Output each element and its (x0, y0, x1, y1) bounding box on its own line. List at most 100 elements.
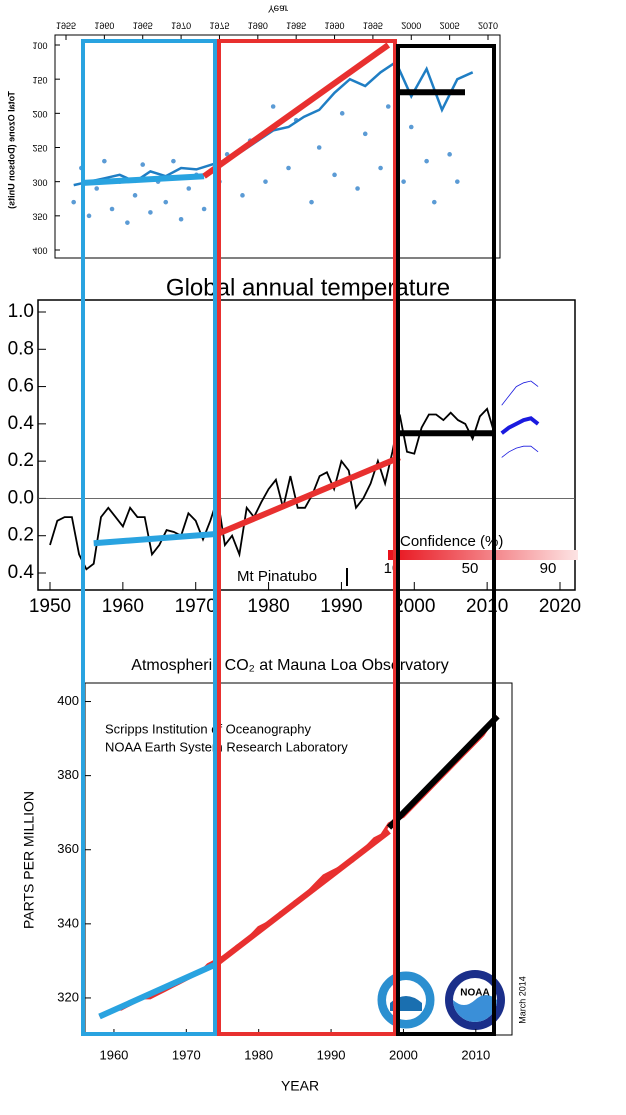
trend-line (213, 828, 391, 967)
x-tick-label: 1955 (56, 21, 76, 31)
note: Scripps Institution of Oceanography (105, 721, 311, 736)
x-tick-label: 1990 (320, 596, 362, 617)
x-tick-label: 2010 (466, 596, 508, 617)
data-point (270, 104, 276, 109)
y-tick-label: 0.4 (8, 562, 35, 583)
x-tick-label: 2000 (393, 596, 435, 617)
y-tick-label: 0.8 (8, 338, 34, 359)
series-line (98, 715, 499, 1018)
x-tick-label: 1950 (29, 596, 71, 617)
x-tick-label: 2020 (539, 596, 581, 617)
data-point (355, 186, 360, 191)
x-tick-label: 1960 (102, 596, 144, 617)
annotation: Mt Pinatubo (237, 568, 317, 585)
y-tick-label: 0.0 (8, 487, 34, 508)
x-tick-label: 1990 (325, 21, 345, 31)
x-tick-label: 1995 (363, 21, 383, 31)
x-tick-label: 1985 (286, 21, 306, 31)
y-tick-label: 0.2 (8, 450, 34, 471)
data-point (125, 220, 130, 225)
era-box (396, 44, 496, 1036)
note: NOAA Earth System Research Laboratory (105, 739, 348, 754)
trend-line (81, 173, 205, 186)
date-note: March 2014 (517, 976, 527, 1024)
y-tick-label: 200 (32, 109, 47, 119)
y-tick-label: 1.0 (8, 301, 34, 322)
data-point (171, 158, 176, 164)
data-point (401, 179, 406, 184)
data-point (385, 104, 391, 109)
chart-title: Atmospheric CO₂ at Mauna Loa Observatory (131, 657, 448, 674)
forecast-line (500, 416, 540, 435)
data-point (140, 162, 146, 167)
y-tick-label: 150 (32, 75, 47, 85)
trend-line (93, 530, 218, 547)
data-point (263, 179, 268, 184)
y-tick-label: 350 (32, 211, 47, 221)
data-point (309, 199, 314, 205)
y-tick-label: 380 (57, 767, 79, 782)
data-point (86, 213, 92, 219)
y-tick-label: 0.4 (8, 413, 35, 434)
era-box (217, 39, 397, 1036)
data-point (362, 131, 368, 137)
x-tick-label: 1965 (133, 21, 153, 31)
data-point (431, 199, 437, 205)
x-axis-label: YEAR (281, 1078, 319, 1094)
data-point (332, 172, 337, 178)
data-point (163, 199, 169, 205)
x-tick-label: 2000 (389, 1047, 418, 1062)
x-tick-label: 1980 (244, 1047, 273, 1062)
y-tick-label: 100 (32, 41, 47, 51)
x-tick-label: 2010 (461, 1047, 490, 1062)
data-point (132, 193, 138, 198)
data-point (447, 152, 452, 157)
x-tick-label: 2010 (478, 21, 498, 31)
x-tick-label: 1960 (99, 1047, 128, 1062)
y-tick-label: 0.6 (8, 376, 34, 397)
y-tick-label: 250 (32, 143, 47, 153)
data-point (316, 145, 322, 150)
trend-line (216, 454, 401, 537)
colorbar-tick-label: 90 (540, 560, 557, 577)
co2-chart: NOAA Atmospheric CO₂ at Mauna Loa Observ… (21, 657, 528, 1093)
x-tick-label: 1970 (175, 596, 217, 617)
x-tick-label: 2000 (401, 21, 421, 31)
data-point (148, 210, 153, 215)
scripps-logo (374, 968, 438, 1032)
data-point (186, 186, 192, 191)
y-axis-label: PARTS PER MILLION (21, 791, 37, 929)
legend-title: Confidence (%) (400, 533, 503, 550)
data-point (424, 158, 429, 164)
data-point (408, 124, 414, 130)
y-tick-label: 0.2 (8, 525, 34, 546)
logo-text: NOAA (460, 988, 489, 999)
y-tick-label: 340 (57, 915, 79, 930)
y-axis-label: Total Ozone (Dobson Units) (6, 91, 16, 209)
x-tick-label: 1970 (172, 1047, 201, 1062)
y-tick-label: 320 (57, 989, 79, 1004)
data-point (94, 186, 99, 191)
data-point (378, 165, 383, 171)
plot-frame (37, 299, 576, 591)
trend-line (202, 42, 391, 179)
data-point (240, 193, 245, 198)
trend-line (386, 714, 500, 830)
data-point (71, 199, 76, 205)
chart-title: Global annual temperature (166, 274, 450, 301)
y-tick-label: 400 (32, 246, 47, 256)
y-tick-label: 400 (57, 693, 79, 708)
x-tick-label: 1960 (94, 21, 114, 31)
noaa-logo: NOAA (445, 970, 505, 1030)
x-tick-label: 1970 (171, 21, 191, 31)
x-tick-label: 2005 (440, 21, 460, 31)
data-point (178, 216, 184, 222)
forecast-lower (501, 445, 539, 458)
x-tick-label: 1990 (317, 1047, 346, 1062)
colorbar-tick-label: 50 (462, 560, 479, 577)
x-tick-label: 1980 (248, 21, 268, 31)
colorbar (388, 550, 578, 560)
era-box (81, 39, 217, 1036)
x-tick-label: 1980 (247, 596, 289, 617)
